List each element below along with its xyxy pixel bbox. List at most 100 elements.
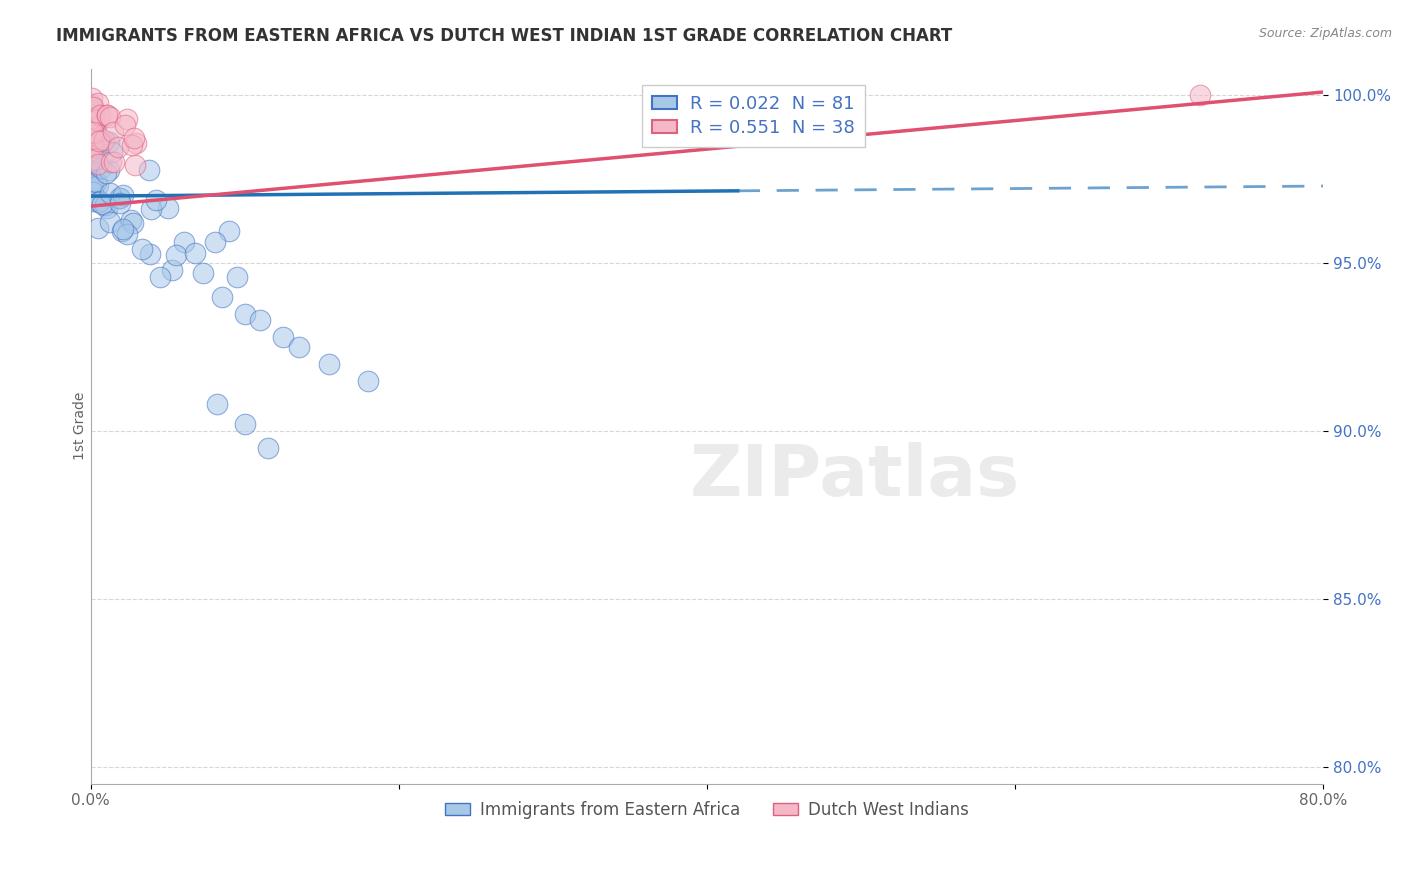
Point	[83, 194, 105, 208]
Point	[160, 263, 183, 277]
Point	[80, 125, 103, 139]
Point	[80, 103, 103, 118]
Point	[82, 118, 104, 132]
Point	[80, 99, 103, 113]
Point	[124, 158, 146, 172]
Point	[86, 125, 108, 139]
Point	[108, 196, 131, 211]
Point	[96, 108, 118, 122]
Point	[87, 178, 110, 192]
Point	[82, 140, 104, 154]
Point	[97, 136, 120, 150]
Point	[82, 111, 104, 125]
Point	[131, 242, 153, 256]
Point	[139, 247, 162, 261]
Point	[101, 125, 124, 139]
Point	[115, 112, 138, 127]
Point	[82, 181, 104, 195]
Point	[165, 248, 187, 262]
Point	[82, 113, 104, 128]
Point	[83, 108, 105, 122]
Point	[86, 95, 108, 110]
Point	[82, 158, 104, 172]
Point	[173, 235, 195, 249]
Point	[125, 136, 148, 151]
Point	[122, 216, 145, 230]
Point	[145, 194, 167, 208]
Point	[93, 197, 115, 211]
Point	[205, 397, 228, 411]
Point	[120, 212, 142, 227]
Point	[1188, 88, 1211, 103]
Point	[96, 108, 118, 122]
Point	[357, 374, 380, 388]
Point	[256, 441, 278, 455]
Point	[80, 111, 103, 125]
Point	[94, 166, 117, 180]
Point	[111, 222, 134, 236]
Point	[97, 162, 120, 177]
Point	[108, 191, 131, 205]
Point	[82, 147, 104, 161]
Point	[80, 91, 103, 105]
Point	[80, 178, 103, 192]
Point	[93, 133, 115, 147]
Point	[90, 161, 112, 176]
Point	[96, 201, 118, 215]
Y-axis label: 1st Grade: 1st Grade	[73, 392, 87, 460]
Point	[82, 135, 104, 149]
Point	[211, 290, 233, 304]
Point	[83, 124, 105, 138]
Point	[82, 136, 104, 151]
Point	[89, 107, 111, 121]
Point	[121, 138, 143, 153]
Point	[100, 155, 122, 169]
Point	[90, 136, 112, 150]
Point	[82, 137, 104, 152]
Point	[80, 139, 103, 153]
Point	[115, 227, 138, 242]
Point	[84, 113, 107, 128]
Point	[149, 270, 172, 285]
Point	[84, 175, 107, 189]
Point	[82, 150, 104, 164]
Point	[80, 124, 103, 138]
Point	[80, 140, 103, 154]
Point	[107, 139, 129, 153]
Point	[318, 357, 340, 371]
Point	[82, 140, 104, 154]
Point	[80, 111, 103, 125]
Point	[122, 131, 145, 145]
Point	[80, 132, 103, 146]
Point	[82, 153, 104, 167]
Point	[98, 186, 121, 201]
Point	[80, 163, 103, 178]
Point	[82, 172, 104, 186]
Legend: Immigrants from Eastern Africa, Dutch West Indians: Immigrants from Eastern Africa, Dutch We…	[439, 794, 976, 825]
Text: ZIPatlas: ZIPatlas	[690, 442, 1019, 511]
Point	[218, 224, 240, 238]
Point	[80, 136, 103, 151]
Point	[233, 417, 256, 432]
Point	[82, 185, 104, 199]
Point	[80, 177, 103, 191]
Point	[98, 111, 121, 125]
Point	[204, 235, 226, 249]
Point	[87, 134, 110, 148]
Point	[233, 307, 256, 321]
Point	[138, 163, 160, 178]
Point	[91, 196, 114, 211]
Text: IMMIGRANTS FROM EASTERN AFRICA VS DUTCH WEST INDIAN 1ST GRADE CORRELATION CHART: IMMIGRANTS FROM EASTERN AFRICA VS DUTCH …	[56, 27, 952, 45]
Point	[112, 188, 135, 202]
Point	[86, 145, 108, 159]
Point	[103, 155, 125, 169]
Point	[80, 96, 103, 111]
Point	[84, 123, 107, 137]
Point	[111, 224, 134, 238]
Point	[114, 118, 136, 132]
Point	[82, 180, 104, 194]
Point	[87, 221, 110, 235]
Point	[249, 313, 271, 327]
Point	[225, 270, 247, 285]
Point	[82, 125, 104, 139]
